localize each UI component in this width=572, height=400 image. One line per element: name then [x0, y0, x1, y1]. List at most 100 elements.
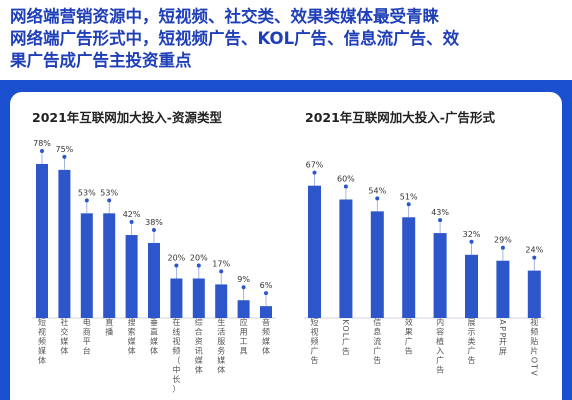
data-label: 32% [463, 230, 481, 239]
category-label-char: 媒 [262, 337, 270, 346]
category-label-char: 媒 [60, 337, 68, 346]
data-label: 43% [431, 208, 449, 217]
category-label-char: 展 [468, 318, 476, 327]
data-label: 67% [306, 161, 324, 170]
bar [339, 199, 353, 318]
category-label-char: 类 [468, 336, 476, 346]
category-label-char: 频 [172, 346, 180, 356]
category-label-char: V [529, 370, 538, 376]
category-label-char: 效 [405, 317, 413, 327]
leader-dot [500, 245, 505, 250]
data-label: 75% [56, 145, 74, 154]
bar [527, 270, 541, 318]
category-label-char: 屏 [499, 347, 507, 356]
bar [496, 260, 510, 318]
bar [402, 217, 416, 318]
category-label-char: 流 [373, 336, 381, 346]
headline-line-2: 网络端广告形式中，短视频广告、KOL广告、信息流广告、效 [10, 29, 460, 48]
bar [370, 211, 384, 318]
category-label-char: 告 [311, 355, 319, 365]
category-label-char: 应 [240, 317, 248, 327]
data-label: 42% [123, 210, 141, 219]
data-label: 51% [400, 192, 418, 201]
category-label-char: 具 [240, 347, 248, 356]
category-label-char: 容 [436, 327, 444, 337]
category-label-char: 广 [342, 337, 350, 347]
category-label-char: 社 [60, 317, 68, 327]
category-label-char: 短 [311, 317, 319, 327]
bar [125, 235, 138, 318]
data-label: 24% [525, 246, 543, 255]
bar [215, 284, 228, 318]
category-label-char: K [341, 319, 350, 325]
leader-dot [312, 170, 317, 175]
leader-dot [406, 202, 411, 207]
category-label-char: （ [172, 356, 180, 365]
category-label-char: 告 [436, 365, 444, 375]
category-label-char: 示 [468, 328, 476, 337]
category-label-char: 务 [217, 346, 225, 356]
category-label-char: 体 [262, 346, 270, 356]
bar [237, 300, 250, 318]
category-label-char: 直 [105, 317, 113, 327]
category-label-char: 短 [38, 317, 46, 327]
headline: 网络端营销资源中，短视频、社交类、效果类媒体最受青睐 网络端广告形式中，短视频广… [10, 6, 562, 72]
category-label-char: 搜 [128, 317, 136, 327]
leader-dot [62, 154, 67, 159]
category-label-char: 平 [83, 337, 91, 346]
headline-line-1: 网络端营销资源中，短视频、社交类、效果类媒体最受青睐 [10, 7, 439, 26]
category-label-char: 入 [436, 347, 444, 356]
category-label-char: 媒 [128, 337, 136, 346]
category-label-char: 息 [373, 327, 381, 337]
category-label-char: P [498, 326, 507, 331]
chart-title-resource-type: 2021年互联网加大投入-资源类型 [32, 110, 222, 125]
category-label-char: 体 [217, 365, 225, 375]
category-label-char: 信 [373, 317, 381, 327]
category-label-char: 体 [38, 355, 46, 365]
category-label-char: 媒 [217, 356, 225, 365]
bar [465, 254, 478, 318]
category-label-char: 工 [240, 337, 248, 346]
category-label-char: 媒 [195, 356, 203, 365]
category-label-char: 贴 [530, 336, 538, 346]
category-label-char: 视 [38, 327, 46, 337]
category-label-char: 片 [530, 346, 538, 356]
leader-dot [174, 263, 179, 268]
chart-title-ad-format: 2021年互联网加大投入-广告形式 [305, 110, 495, 125]
leader-dot [469, 239, 474, 244]
chart-card [10, 92, 562, 400]
category-label-char: O [341, 325, 350, 331]
category-label-char: 内 [436, 317, 444, 327]
category-label-char: 广 [468, 346, 476, 356]
category-label-char: 商 [83, 327, 91, 337]
category-label-char: 频 [38, 336, 46, 346]
category-label-char: P [498, 333, 507, 338]
data-label: 78% [33, 139, 51, 148]
data-label: 20% [190, 254, 208, 263]
bar [192, 278, 205, 318]
category-label-char: 音 [262, 317, 270, 327]
bar [308, 185, 321, 318]
category-label-char: 广 [405, 336, 413, 346]
data-label: 38% [145, 218, 163, 227]
category-label-char: 垂 [150, 317, 158, 327]
category-label-char: 果 [405, 328, 413, 337]
category-label-char: 媒 [150, 337, 158, 346]
category-label-char: 开 [499, 338, 507, 347]
category-label-char: 告 [468, 355, 476, 365]
category-label-char: 体 [150, 346, 158, 356]
leader-dot [241, 285, 246, 290]
leader-dot [84, 198, 89, 203]
category-label-char: A [498, 319, 507, 325]
leader-dot [107, 198, 112, 203]
category-label-char: 频 [311, 336, 319, 346]
category-label-char: 合 [195, 327, 203, 337]
data-label: 53% [78, 188, 96, 197]
category-label-char: 广 [311, 346, 319, 356]
data-label: 54% [368, 186, 386, 195]
leader-dot [438, 218, 443, 223]
category-label-char: T [529, 363, 538, 369]
category-label-char: ） [172, 385, 180, 394]
leader-dot [532, 255, 537, 260]
